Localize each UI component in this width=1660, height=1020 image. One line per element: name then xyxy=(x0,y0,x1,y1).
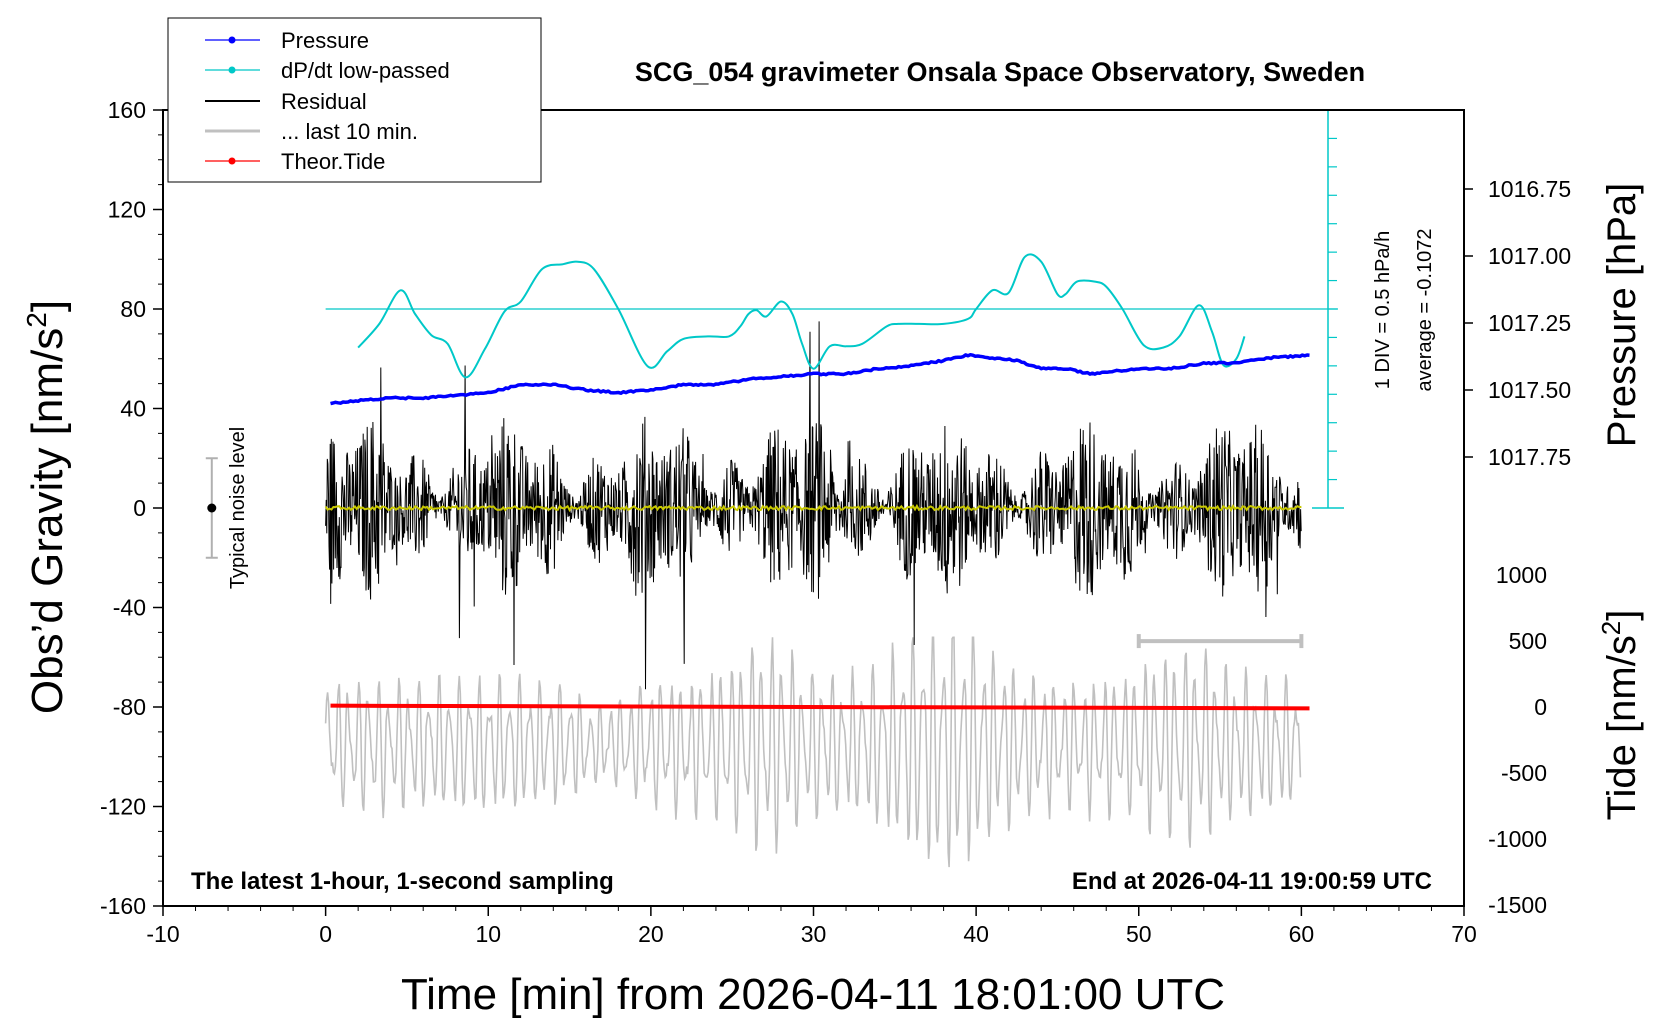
legend-entry-theor-tide: Theor.Tide xyxy=(205,149,385,174)
y-tick-label: 160 xyxy=(108,97,146,123)
legend-marker-dpdt xyxy=(228,66,236,74)
pressure-line xyxy=(330,352,1310,406)
tide-axis-title: Tide [nm/s2] xyxy=(1596,610,1644,821)
legend-entry-pressure: Pressure xyxy=(205,28,369,53)
residual-series xyxy=(324,321,1302,690)
y-tick-label: -120 xyxy=(100,794,146,820)
pressure-tick-label: 1016.75 xyxy=(1488,176,1571,202)
y-axis-title-superscript: 2 xyxy=(21,312,52,328)
x-axis-title: Time [min] from 2026-04-11 18:01:00 UTC xyxy=(401,970,1225,1019)
tide-tick-label: -1000 xyxy=(1488,826,1547,852)
legend-entry-dpdt: dP/dt low-passed xyxy=(205,58,450,83)
tide-tick-label: -500 xyxy=(1501,760,1547,786)
theoretical-tide-series xyxy=(330,703,1310,711)
axis-ticks: -10 0 10 20 30 40 50 60 70 160 120 80 40 0 -40 -80 -120 -… xyxy=(100,97,1571,947)
y-axis-title-end: ] xyxy=(23,300,72,312)
pressure-axis-title: Pressure [hPa] xyxy=(1600,183,1644,448)
theor-tide-line xyxy=(330,703,1310,711)
pressure-tick-label: 1017.75 xyxy=(1488,444,1571,470)
legend: Pressure dP/dt low-passed Residual ... l… xyxy=(167,17,542,183)
y-tick-label: -160 xyxy=(100,893,146,919)
chart-annotations xyxy=(205,457,218,559)
x-tick-label: 30 xyxy=(801,921,827,947)
x-tick-label: 70 xyxy=(1451,921,1477,947)
legend-label-residual: Residual xyxy=(281,89,367,114)
y-tick-label: -80 xyxy=(113,694,146,720)
y-axis-title: Obs’d Gravity [nm/s2] xyxy=(21,300,72,714)
dpdt-average-note: average = -0.1072 xyxy=(1414,229,1436,392)
bottom-left-note: The latest 1-hour, 1-second sampling xyxy=(191,868,614,895)
pressure-tick-label: 1017.50 xyxy=(1488,377,1571,403)
residual-line xyxy=(325,321,1302,690)
x-tick-label: 10 xyxy=(475,921,501,947)
legend-label-last-10-min: ... last 10 min. xyxy=(281,119,418,144)
noise-center-dot xyxy=(207,503,217,513)
noise-level-label: Typical noise level xyxy=(227,427,249,589)
x-tick-label: 0 xyxy=(319,921,332,947)
dpdt-line xyxy=(357,253,1246,379)
legend-label-dpdt: dP/dt low-passed xyxy=(281,58,450,83)
x-tick-label: 40 xyxy=(963,921,989,947)
x-tick-label: 20 xyxy=(638,921,664,947)
y-tick-label: -40 xyxy=(113,595,146,621)
y-axis-title-main: Obs’d Gravity [nm/s xyxy=(23,328,72,714)
legend-marker-pressure xyxy=(228,36,236,44)
dpdt-scale-note: 1 DIV = 0.5 hPa/h xyxy=(1372,231,1394,389)
tide-tick-label: 1000 xyxy=(1496,562,1547,588)
y-tick-label: 120 xyxy=(108,197,146,223)
y-tick-label: 80 xyxy=(120,296,146,322)
chart-title: SCG_054 gravimeter Onsala Space Observat… xyxy=(635,57,1365,87)
last-10-min-series xyxy=(324,634,1304,868)
x-tick-label: 60 xyxy=(1289,921,1315,947)
legend-label-theor-tide: Theor.Tide xyxy=(281,149,385,174)
legend-label-pressure: Pressure xyxy=(281,28,369,53)
legend-marker-theor-tide xyxy=(228,157,236,165)
x-tick-label: -10 xyxy=(146,921,179,947)
y-tick-label: 0 xyxy=(133,495,146,521)
tide-axis-title-end: ] xyxy=(1600,610,1644,621)
legend-entry-last-10-min: ... last 10 min. xyxy=(205,119,418,144)
bottom-right-note: End at 2026-04-11 19:00:59 UTC xyxy=(1072,868,1432,895)
pressure-series xyxy=(330,352,1310,406)
tide-axis-title-main: Tide [nm/s xyxy=(1600,635,1644,820)
x-tick-label: 50 xyxy=(1126,921,1152,947)
y-tick-label: 40 xyxy=(120,396,146,422)
tide-tick-label: 0 xyxy=(1534,694,1547,720)
pressure-tick-label: 1017.00 xyxy=(1488,243,1571,269)
last-10-min-line xyxy=(324,636,1302,868)
legend-entry-residual: Residual xyxy=(205,89,367,114)
tide-axis-title-superscript: 2 xyxy=(1596,621,1626,635)
residual-mean-line xyxy=(324,503,1302,513)
tide-tick-label: 500 xyxy=(1509,628,1547,654)
tide-tick-label: -1500 xyxy=(1488,892,1547,918)
pressure-tick-label: 1017.25 xyxy=(1488,310,1571,336)
